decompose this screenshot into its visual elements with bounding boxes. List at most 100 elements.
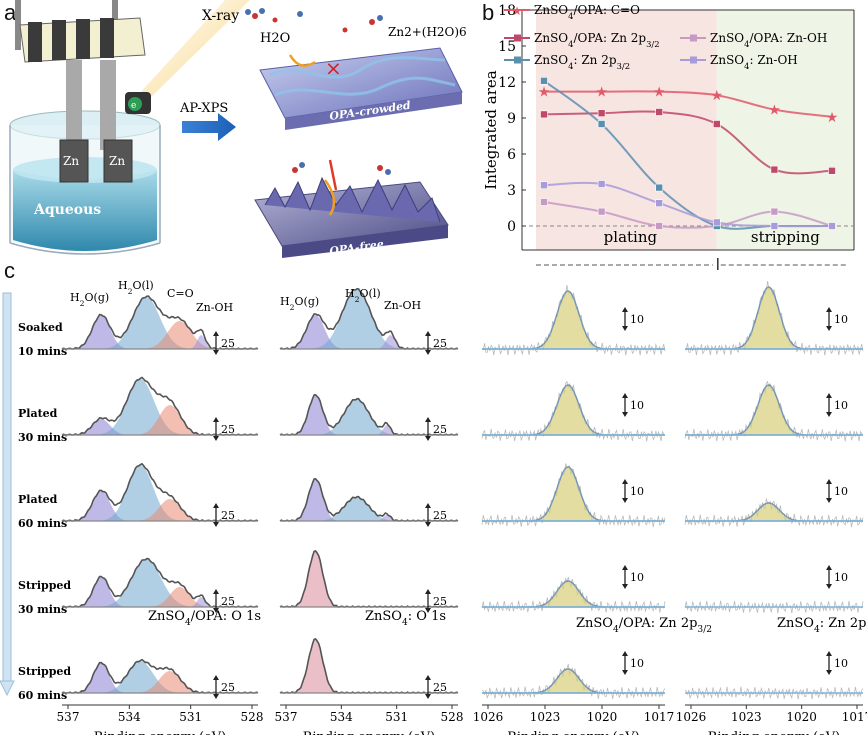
row-label: Stripped bbox=[18, 665, 71, 678]
scale-bar-head bbox=[826, 307, 832, 312]
legend-label-0: ZnSO4/OPA: C=O bbox=[534, 3, 640, 21]
series-0-point: ★ bbox=[826, 110, 839, 126]
y-tick-label: 12 bbox=[498, 75, 516, 91]
scale-bar-head bbox=[622, 307, 628, 312]
zn-ion-label: Zn2+(H2O)6 bbox=[388, 25, 467, 39]
scale-bar-label: 25 bbox=[433, 337, 447, 350]
scale-bar-head bbox=[425, 522, 431, 527]
fitted-peak bbox=[482, 668, 665, 694]
scale-bar-label: 25 bbox=[433, 509, 447, 522]
scale-bar-label: 10 bbox=[834, 485, 848, 498]
x-tick-label: 534 bbox=[330, 710, 353, 724]
scale-bar-head bbox=[425, 350, 431, 355]
x-tick-label: 537 bbox=[275, 710, 298, 724]
legend-marker-0: ★ bbox=[512, 4, 523, 18]
x-tick-label: 1026 bbox=[676, 710, 707, 724]
scale-bar-label: 10 bbox=[834, 313, 848, 326]
series-4-point bbox=[770, 222, 779, 230]
scale-bar-head bbox=[826, 479, 832, 484]
scale-bar-head bbox=[826, 498, 832, 503]
ap-xps-label: AP-XPS bbox=[179, 101, 228, 116]
peak-label: Zn-OH bbox=[384, 299, 421, 312]
scale-bar-head bbox=[213, 608, 219, 613]
peak-label: H2O(l) bbox=[118, 279, 154, 296]
series-1-point bbox=[770, 165, 779, 174]
spectrum bbox=[481, 576, 666, 613]
y-tick-label: 6 bbox=[507, 147, 516, 163]
scale-bar-head bbox=[213, 589, 219, 594]
fitted-peak bbox=[62, 577, 258, 607]
scale-bar-head bbox=[213, 417, 219, 422]
series-3-point bbox=[540, 77, 548, 85]
fitted-peak bbox=[482, 580, 665, 608]
scale-bar-head bbox=[213, 436, 219, 441]
x-tick-label: 1026 bbox=[473, 710, 504, 724]
scale-bar-label: 25 bbox=[433, 681, 447, 694]
scale-bar-head bbox=[622, 498, 628, 503]
row-time: 60 mins bbox=[18, 689, 67, 702]
series-1-point bbox=[540, 110, 548, 119]
series-1-point bbox=[828, 167, 836, 175]
scale-bar-head bbox=[826, 393, 832, 398]
spectrum bbox=[684, 498, 864, 528]
series-0-point: ★ bbox=[768, 103, 781, 119]
peak-label: C=O bbox=[167, 287, 194, 300]
x-tick-label: 528 bbox=[241, 710, 264, 724]
scale-bar-label: 25 bbox=[221, 423, 235, 436]
series-2-point bbox=[770, 207, 779, 216]
fitted-peak bbox=[280, 399, 458, 435]
series-0-point: ★ bbox=[711, 88, 724, 104]
scale-bar-label: 10 bbox=[630, 657, 644, 670]
fitted-peak bbox=[280, 315, 458, 349]
spectrum bbox=[684, 380, 864, 442]
spectrum-title: ZnSO4/OPA: O 1s bbox=[148, 609, 261, 628]
scale-bar-head bbox=[213, 675, 219, 680]
panel-a-illustration: Zn Zn e X-ray Aqueous AP-XPS × OPA-crowd… bbox=[9, 0, 467, 258]
water-label: H2O bbox=[260, 31, 290, 46]
panel-label-b: b bbox=[482, 0, 495, 25]
series-4-point bbox=[540, 181, 548, 189]
fitted-peak bbox=[280, 395, 458, 435]
row-label: Soaked bbox=[18, 321, 63, 334]
scale-bar-label: 10 bbox=[630, 399, 644, 412]
panel-label-a: a bbox=[4, 0, 17, 25]
raw-signal bbox=[481, 463, 666, 528]
series-line-4 bbox=[543, 181, 833, 228]
panel-label-c: c bbox=[4, 258, 15, 283]
svg-text:×: × bbox=[325, 56, 342, 80]
legend-marker-3 bbox=[514, 56, 521, 64]
fitted-peak bbox=[62, 499, 258, 521]
spectrum bbox=[61, 376, 259, 436]
x-tick-label: 531 bbox=[179, 710, 202, 724]
y-axis-label: Integrated area bbox=[482, 70, 500, 189]
spectrum-title: ZnSO4: Zn 2p3/2 bbox=[777, 616, 867, 635]
spectrum bbox=[279, 638, 459, 694]
series-1-point bbox=[597, 109, 606, 117]
scale-bar-head bbox=[425, 608, 431, 613]
y-tick-label: 15 bbox=[498, 39, 516, 55]
x-tick-label: 531 bbox=[385, 710, 408, 724]
scale-bar-head bbox=[425, 694, 431, 699]
peak-label: H2O(g) bbox=[280, 295, 319, 312]
electrode-holder bbox=[15, 0, 146, 183]
peak-label: Zn-OH bbox=[196, 301, 233, 314]
legend-marker-2 bbox=[690, 34, 697, 42]
legend-marker-1 bbox=[514, 34, 521, 42]
series-0-point: ★ bbox=[538, 85, 551, 101]
series-line-1 bbox=[543, 110, 833, 175]
scale-bar-label: 25 bbox=[433, 423, 447, 436]
legend-label-4: ZnSO4: Zn-OH bbox=[710, 53, 798, 71]
series-2-point bbox=[540, 198, 548, 206]
xray-label: X-ray bbox=[202, 8, 239, 24]
spectrum bbox=[61, 557, 259, 608]
spectrum bbox=[481, 380, 666, 442]
spectrum bbox=[61, 462, 259, 522]
series-3-point bbox=[655, 183, 663, 192]
x-axis-label: Binding energy (eV) bbox=[708, 730, 840, 735]
timeline-arrow-head bbox=[0, 680, 15, 697]
row-time: 30 mins bbox=[18, 431, 67, 444]
legend-label-1: ZnSO4/OPA: Zn 2p3/2 bbox=[534, 31, 660, 49]
xray-beam bbox=[138, 0, 250, 100]
x-tick-label: 1023 bbox=[731, 710, 762, 724]
fitted-peak bbox=[62, 491, 258, 521]
